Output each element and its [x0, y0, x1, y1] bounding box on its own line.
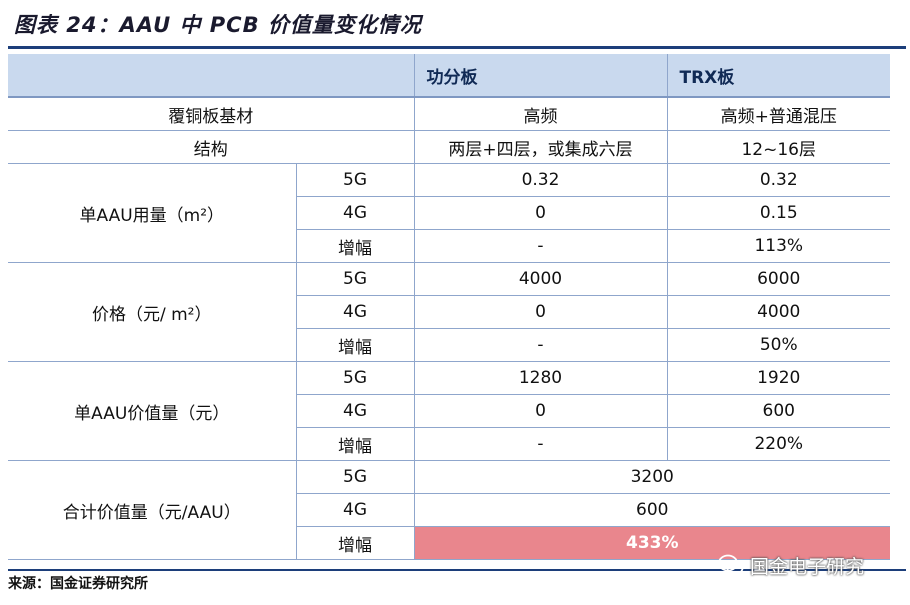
header-col2: TRX板	[667, 54, 890, 98]
cell: 高频+普通混压	[667, 97, 890, 131]
table-row: 4G 0 4000	[8, 295, 890, 329]
cell: 0.32	[667, 163, 890, 197]
table-row: 增幅 - 113%	[8, 229, 890, 263]
sub-label: 增幅	[296, 427, 415, 461]
group-label: 单AAU价值量（元）	[8, 361, 297, 461]
table-row: 合计价值量（元/AAU） 5G 3200	[8, 460, 890, 560]
cell: 0	[414, 394, 668, 428]
cell: 113%	[667, 229, 890, 263]
table-row: 增幅 - 220%	[8, 427, 890, 461]
table-header-row: 功分板 TRX板	[8, 54, 890, 98]
merged-cell: 600	[414, 493, 890, 527]
sub-label: 5G	[296, 163, 415, 197]
cell: 0	[414, 196, 668, 230]
source-note: 来源：国金证券研究所	[8, 576, 148, 592]
cell: 两层+四层，或集成六层	[414, 130, 668, 164]
sub-label: 4G	[296, 196, 415, 230]
cell: 6000	[667, 262, 890, 296]
header-col1: 功分板	[414, 54, 668, 98]
highlight-merged-cell: 433%	[414, 526, 890, 560]
sub-label: 5G	[296, 262, 415, 296]
sub-label: 5G	[296, 460, 415, 494]
cell: -	[414, 427, 668, 461]
sub-label: 增幅	[296, 328, 415, 362]
table-row: 单AAU用量（m²） 5G 0.32 0.32	[8, 163, 890, 263]
cell: 0.15	[667, 196, 890, 230]
watermark: 国金电子研究	[718, 550, 864, 580]
sub-label: 4G	[296, 295, 415, 329]
table-row: 价格（元/ m²） 5G 4000 6000	[8, 262, 890, 362]
figure-title: 图表 24：AAU 中 PCB 价值量变化情况	[14, 13, 422, 37]
title-divider	[8, 46, 906, 49]
group-label: 单AAU用量（m²）	[8, 163, 297, 263]
sub-label: 增幅	[296, 229, 415, 263]
row-label: 覆铜板基材	[8, 97, 415, 131]
cell: 0.32	[414, 163, 668, 197]
cell: 220%	[667, 427, 890, 461]
pcb-value-table: 功分板 TRX板 覆铜板基材 高频 高频+普通混压 结构 两层+四层，或集成六层…	[8, 54, 890, 560]
merged-cell: 3200	[414, 460, 890, 494]
cell: 1920	[667, 361, 890, 395]
cell: 高频	[414, 97, 668, 131]
table-row: 4G 0 0.15	[8, 196, 890, 230]
table-row: 4G 600	[8, 493, 890, 527]
table-row: 覆铜板基材 高频 高频+普通混压	[8, 97, 890, 131]
cell: -	[414, 328, 668, 362]
bottom-divider	[8, 569, 906, 571]
cell: 50%	[667, 328, 890, 362]
cell: 4000	[667, 295, 890, 329]
row-label: 结构	[8, 130, 415, 164]
header-blank-cell	[8, 54, 415, 98]
cell: 12~16层	[667, 130, 890, 164]
cell: 1280	[414, 361, 668, 395]
sub-label: 4G	[296, 493, 415, 527]
table-row: 4G 0 600	[8, 394, 890, 428]
table-row: 单AAU价值量（元） 5G 1280 1920	[8, 361, 890, 461]
group-label: 合计价值量（元/AAU）	[8, 460, 297, 560]
watermark-text: 国金电子研究	[750, 555, 865, 578]
sub-label: 4G	[296, 394, 415, 428]
sub-label: 5G	[296, 361, 415, 395]
cell: 4000	[414, 262, 668, 296]
cell: 600	[667, 394, 890, 428]
group-label: 价格（元/ m²）	[8, 262, 297, 362]
table-row: 增幅 433%	[8, 526, 890, 560]
table-row: 增幅 - 50%	[8, 328, 890, 362]
table-row: 结构 两层+四层，或集成六层 12~16层	[8, 130, 890, 164]
sub-label: 增幅	[296, 526, 415, 560]
cell: -	[414, 229, 668, 263]
cell: 0	[414, 295, 668, 329]
wechat-icon	[718, 554, 744, 575]
